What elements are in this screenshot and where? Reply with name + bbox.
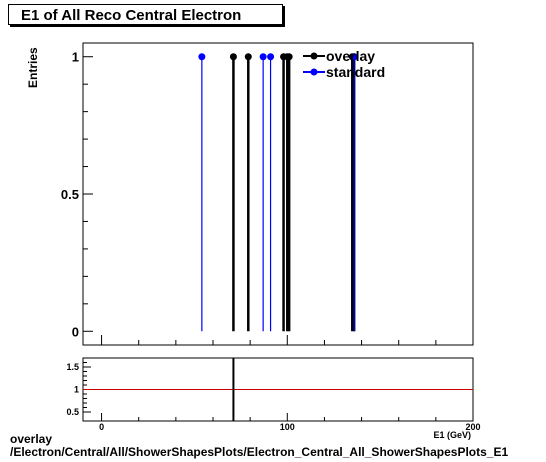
- data-point: [267, 53, 275, 61]
- data-point: [244, 53, 252, 61]
- legend-marker-overlay: [310, 52, 318, 60]
- ratio-x-tick-label: 0: [99, 422, 104, 432]
- main-x-axis: [101, 335, 474, 345]
- series-standard: [198, 53, 358, 332]
- chart-title: E1 of All Reco Central Electron: [8, 4, 283, 25]
- y-tick-label: 0: [72, 324, 79, 339]
- y-axis-label: Entries: [26, 47, 40, 88]
- data-point: [229, 53, 237, 61]
- footer-caption-line2: /Electron/Central/All/ShowerShapesPlots/…: [10, 445, 509, 459]
- data-point: [259, 53, 267, 61]
- legend-marker-standard: [310, 68, 318, 76]
- footer-caption-line1: overlay: [10, 432, 53, 446]
- legend-label-overlay: overlay: [326, 48, 375, 64]
- main-y-axis: 0 0.5 1 Entries: [26, 47, 93, 339]
- y-tick-label: 1: [72, 50, 79, 65]
- data-point: [198, 53, 206, 61]
- ratio-y-tick-label: 1.5: [66, 362, 79, 372]
- y-tick-label: 0.5: [61, 187, 79, 202]
- ratio-x-tick-label: 100: [280, 422, 295, 432]
- data-point: [285, 53, 293, 61]
- ratio-y-tick-label: 0.5: [66, 407, 79, 417]
- x-axis-label: E1 (GeV): [433, 430, 471, 440]
- ratio-x-tick-label: 200: [465, 422, 480, 432]
- legend-label-standard: standard: [326, 64, 385, 80]
- main-plot-frame: [82, 42, 474, 346]
- data-point: [350, 53, 358, 61]
- ratio-y-tick-label: 1: [74, 385, 79, 395]
